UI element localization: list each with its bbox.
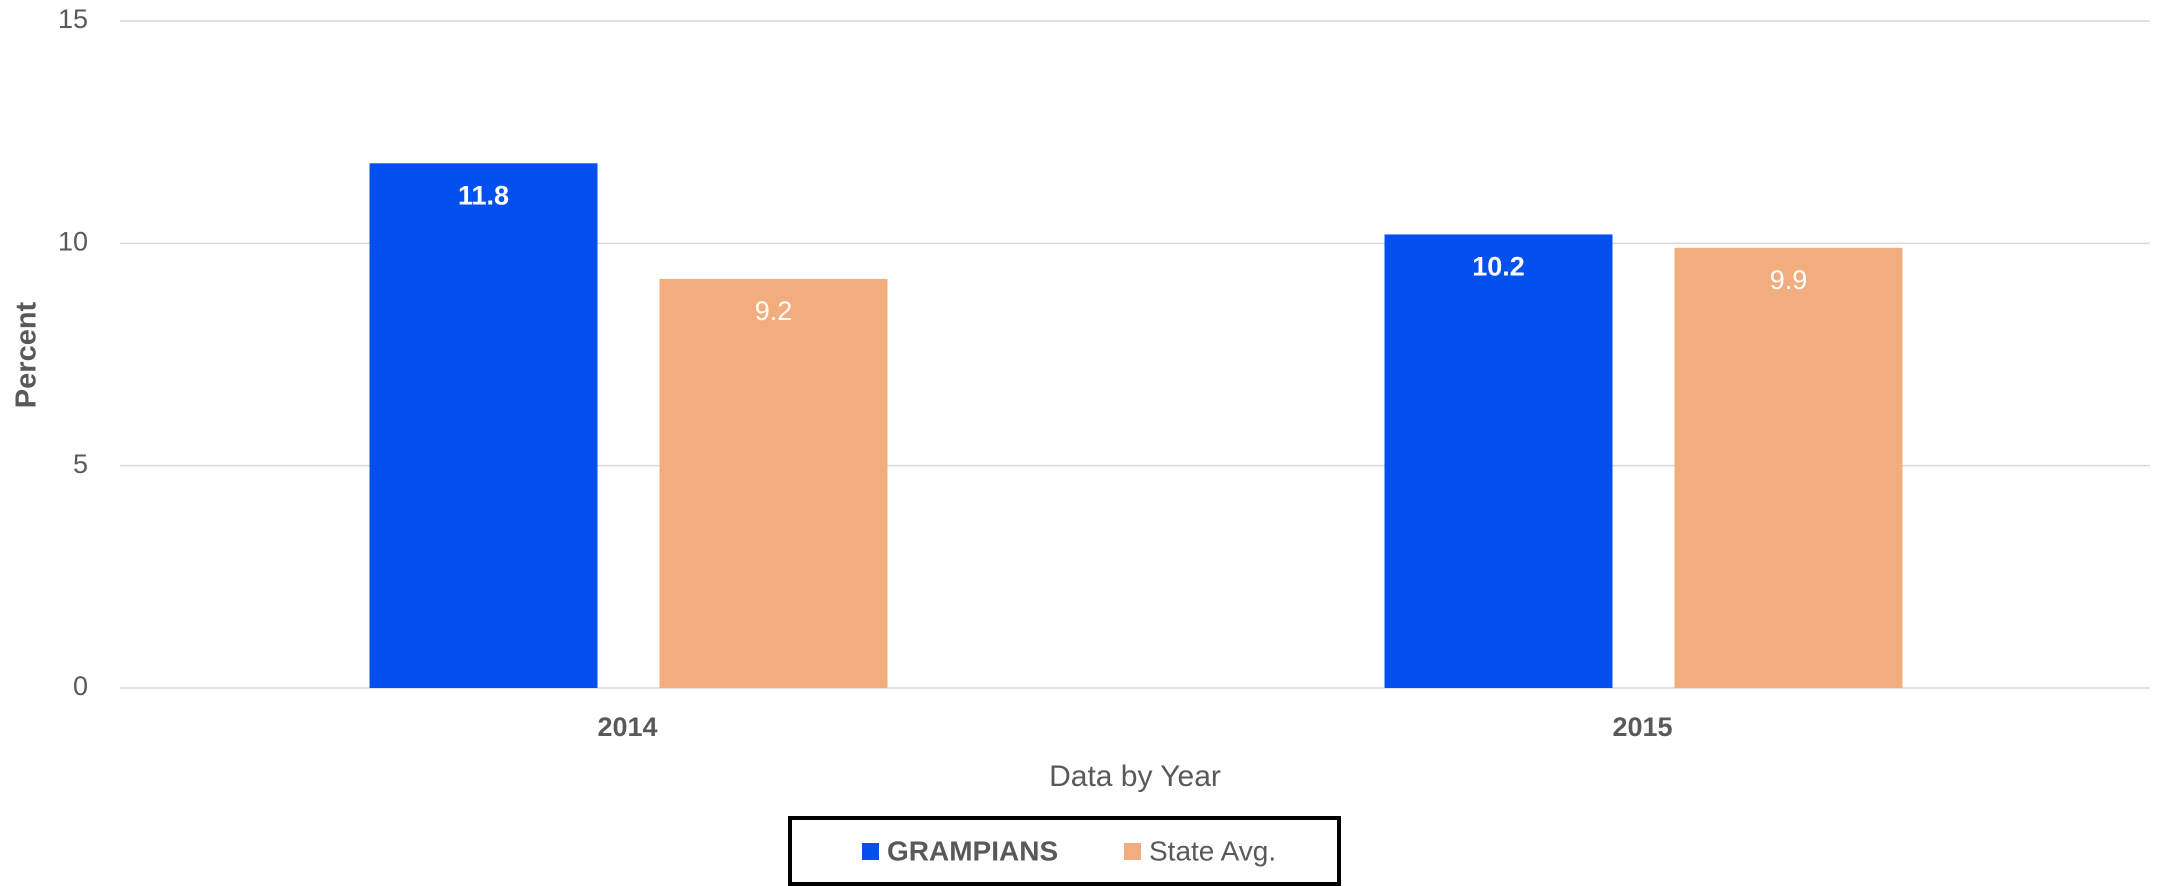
x-tick-label: 2015 bbox=[1612, 712, 1672, 742]
y-axis-label: Percent bbox=[11, 301, 43, 408]
legend-box bbox=[788, 816, 1341, 886]
y-tick-label: 15 bbox=[58, 4, 88, 34]
legend-label: GRAMPIANS bbox=[887, 835, 1058, 866]
y-tick-label: 5 bbox=[73, 449, 88, 479]
y-tick-label: 10 bbox=[58, 226, 88, 256]
bar bbox=[1384, 234, 1613, 688]
y-tick-label: 0 bbox=[73, 671, 88, 701]
legend-swatch bbox=[862, 843, 879, 860]
data-label: 10.2 bbox=[1472, 252, 1525, 282]
legend-label: State Avg. bbox=[1149, 835, 1276, 866]
data-label: 9.2 bbox=[755, 296, 793, 326]
data-label: 11.8 bbox=[458, 180, 509, 210]
x-axis-label: Data by Year bbox=[1049, 760, 1221, 793]
bar bbox=[1674, 247, 1903, 688]
legend-swatch bbox=[1124, 843, 1141, 860]
x-tick-label: 2014 bbox=[597, 712, 657, 742]
data-label: 9.9 bbox=[1770, 265, 1808, 295]
bar bbox=[659, 278, 888, 688]
bar bbox=[369, 163, 598, 688]
